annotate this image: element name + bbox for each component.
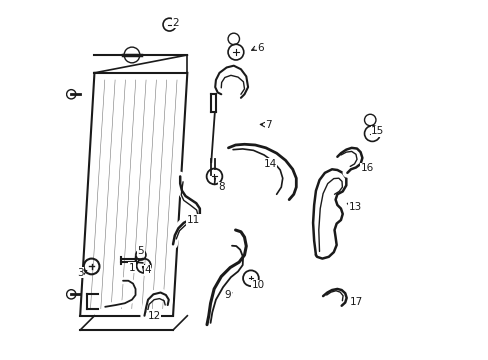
Text: 1: 1 xyxy=(128,262,135,273)
Text: 2: 2 xyxy=(172,18,179,28)
Text: 7: 7 xyxy=(264,120,271,130)
Text: 15: 15 xyxy=(370,126,384,136)
Text: 10: 10 xyxy=(251,280,264,291)
Text: 16: 16 xyxy=(360,163,373,173)
Text: 3: 3 xyxy=(77,268,83,278)
Text: 8: 8 xyxy=(218,182,225,192)
Text: 13: 13 xyxy=(348,202,361,212)
Text: 12: 12 xyxy=(147,311,161,321)
Text: 6: 6 xyxy=(257,43,264,53)
Text: 5: 5 xyxy=(137,246,144,256)
Text: 17: 17 xyxy=(348,297,362,307)
Text: 14: 14 xyxy=(263,159,276,169)
Text: 4: 4 xyxy=(144,265,150,275)
Text: 9: 9 xyxy=(224,290,230,300)
Text: 11: 11 xyxy=(186,215,200,225)
